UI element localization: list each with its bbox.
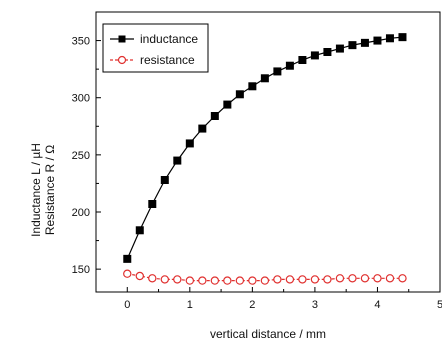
resistance-point — [335, 274, 345, 283]
inductance-point — [185, 139, 194, 148]
x-tick-label: 0 — [124, 299, 130, 311]
y-axis-title-line-1: Inductance L / µH — [29, 143, 43, 237]
resistance-point — [223, 276, 232, 285]
resistance-point — [385, 274, 395, 283]
inductance-point — [273, 67, 282, 76]
inductance-point — [348, 41, 357, 50]
axis-ticks: 0 1 2 3 4 5 150 200 250 300 350 — [72, 36, 442, 311]
inductance-point — [323, 48, 332, 56]
resistance-point — [285, 275, 295, 284]
x-axis-title: vertical distance / mm — [210, 327, 326, 341]
inductance-point — [173, 156, 182, 165]
inductance-point — [148, 200, 157, 208]
resistance-point — [198, 276, 207, 285]
x-tick-label: 4 — [374, 299, 380, 311]
legend-resistance-label: resistance — [140, 53, 195, 67]
resistance-point — [360, 274, 370, 283]
legend-inductance-marker — [118, 35, 126, 43]
inductance-point — [235, 90, 244, 99]
resistance-point — [248, 276, 257, 285]
inductance-point — [223, 100, 232, 109]
inductance-point — [398, 33, 407, 42]
inductance-point — [248, 82, 257, 91]
inductance-point — [135, 226, 144, 235]
resistance-point — [348, 274, 357, 283]
resistance-point — [160, 275, 169, 284]
resistance-point — [273, 275, 282, 284]
inductance-point — [335, 44, 344, 53]
x-tick-label: 5 — [437, 299, 442, 311]
resistance-point — [310, 275, 320, 284]
resistance-point — [148, 274, 157, 283]
resistance-point — [235, 276, 245, 285]
y-tick-label: 350 — [72, 36, 90, 48]
resistance-point — [373, 274, 382, 283]
inductance-point — [123, 254, 132, 263]
resistance-point — [210, 276, 220, 285]
legend-inductance-label: inductance — [140, 32, 198, 46]
plot-frame — [95, 11, 441, 293]
inductance-point — [360, 38, 369, 47]
x-tick-label: 3 — [312, 299, 318, 311]
legend-box — [102, 23, 209, 73]
x-tick-label: 1 — [187, 299, 193, 311]
y-axis-title-line-2: Resistance R / Ω — [43, 145, 57, 235]
resistance-point — [260, 276, 270, 285]
inductance-point — [373, 36, 382, 45]
resistance-point — [135, 271, 144, 281]
inductance-point — [285, 61, 294, 70]
inductance-point — [385, 34, 394, 43]
y-axis-title: Inductance L / µH Resistance R / Ω — [29, 143, 57, 237]
inductance-point — [298, 56, 307, 64]
inductance-point — [260, 74, 269, 83]
resistance-point — [398, 274, 407, 283]
inductance-point — [310, 51, 319, 60]
inductance-point — [198, 124, 207, 133]
y-tick-label: 300 — [72, 93, 90, 105]
inductance-point — [160, 176, 169, 184]
resistance-point — [323, 275, 332, 284]
inductance-point — [210, 112, 219, 120]
resistance-point — [173, 275, 182, 284]
legend-resistance-marker — [117, 55, 127, 65]
x-tick-label: 2 — [249, 299, 255, 311]
resistance-point — [298, 275, 307, 284]
y-tick-label: 200 — [72, 207, 90, 219]
series-layer — [123, 33, 407, 285]
y-tick-label: 250 — [72, 150, 90, 162]
legend: inductance resistance — [102, 23, 209, 73]
resistance-point — [185, 276, 195, 285]
y-tick-label: 150 — [72, 264, 90, 276]
resistance-point — [123, 269, 132, 278]
